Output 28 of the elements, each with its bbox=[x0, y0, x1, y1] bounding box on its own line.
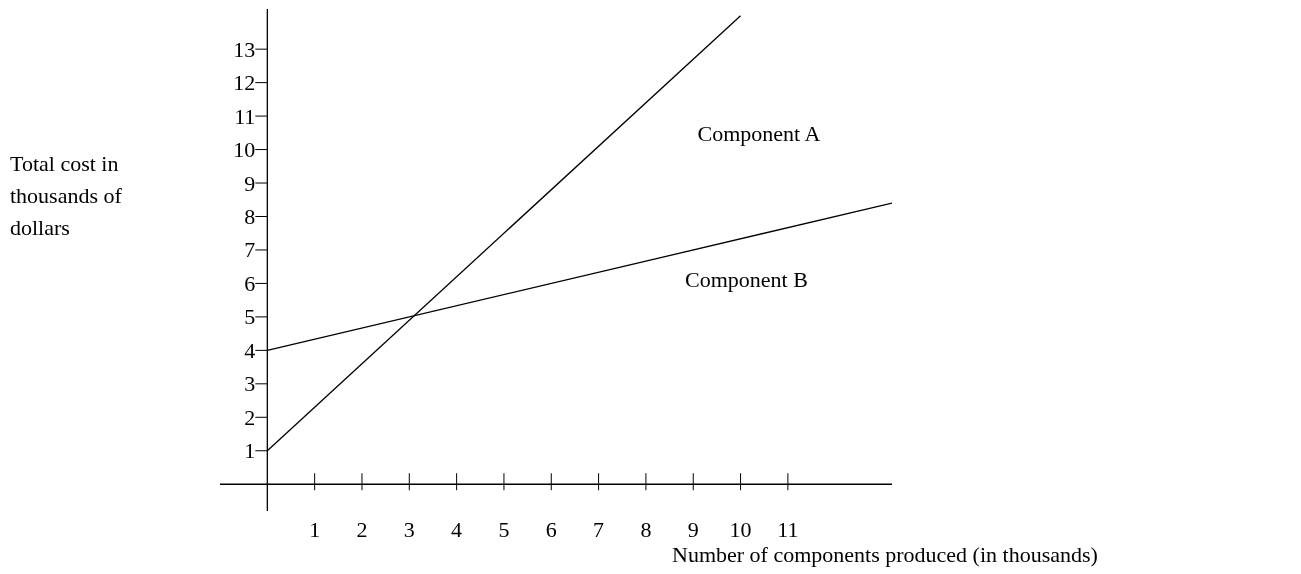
y-tick-label: 2 bbox=[244, 404, 256, 430]
x-tick-label: 5 bbox=[498, 517, 510, 542]
y-tick-label: 7 bbox=[244, 237, 256, 263]
x-tick-label: 3 bbox=[403, 517, 415, 542]
y-tick-label: 8 bbox=[244, 203, 256, 229]
x-tick-label: 6 bbox=[545, 517, 557, 542]
y-tick-label: 5 bbox=[244, 304, 256, 330]
y-tick-label: 4 bbox=[244, 337, 256, 363]
y-tick-label: 13 bbox=[233, 36, 256, 62]
x-tick-label: 10 bbox=[729, 517, 752, 542]
x-tick-label: 2 bbox=[356, 517, 368, 542]
y-tick-label: 1 bbox=[244, 438, 256, 464]
y-tick-label: 9 bbox=[244, 170, 256, 196]
x-tick-label: 4 bbox=[451, 517, 463, 542]
x-tick-label: 11 bbox=[777, 517, 799, 542]
x-tick-label: 7 bbox=[593, 517, 605, 542]
series-label: Component B bbox=[685, 267, 808, 293]
y-tick-label: 12 bbox=[233, 70, 256, 96]
y-axis-title: Total cost in thousands of dollars bbox=[10, 150, 123, 242]
text: Component A bbox=[697, 120, 821, 146]
x-tick-label: 8 bbox=[640, 517, 652, 542]
y-tick-label: 10 bbox=[233, 137, 256, 163]
y-tick-label: 11 bbox=[234, 103, 256, 129]
x-tick-label: 9 bbox=[687, 517, 699, 542]
x-axis-title: Number of components produced (in thousands) bbox=[672, 542, 1098, 568]
y-tick-label: 3 bbox=[244, 371, 256, 397]
x-tick-label: 1 bbox=[309, 517, 321, 542]
y-tick-label: 6 bbox=[244, 270, 256, 296]
